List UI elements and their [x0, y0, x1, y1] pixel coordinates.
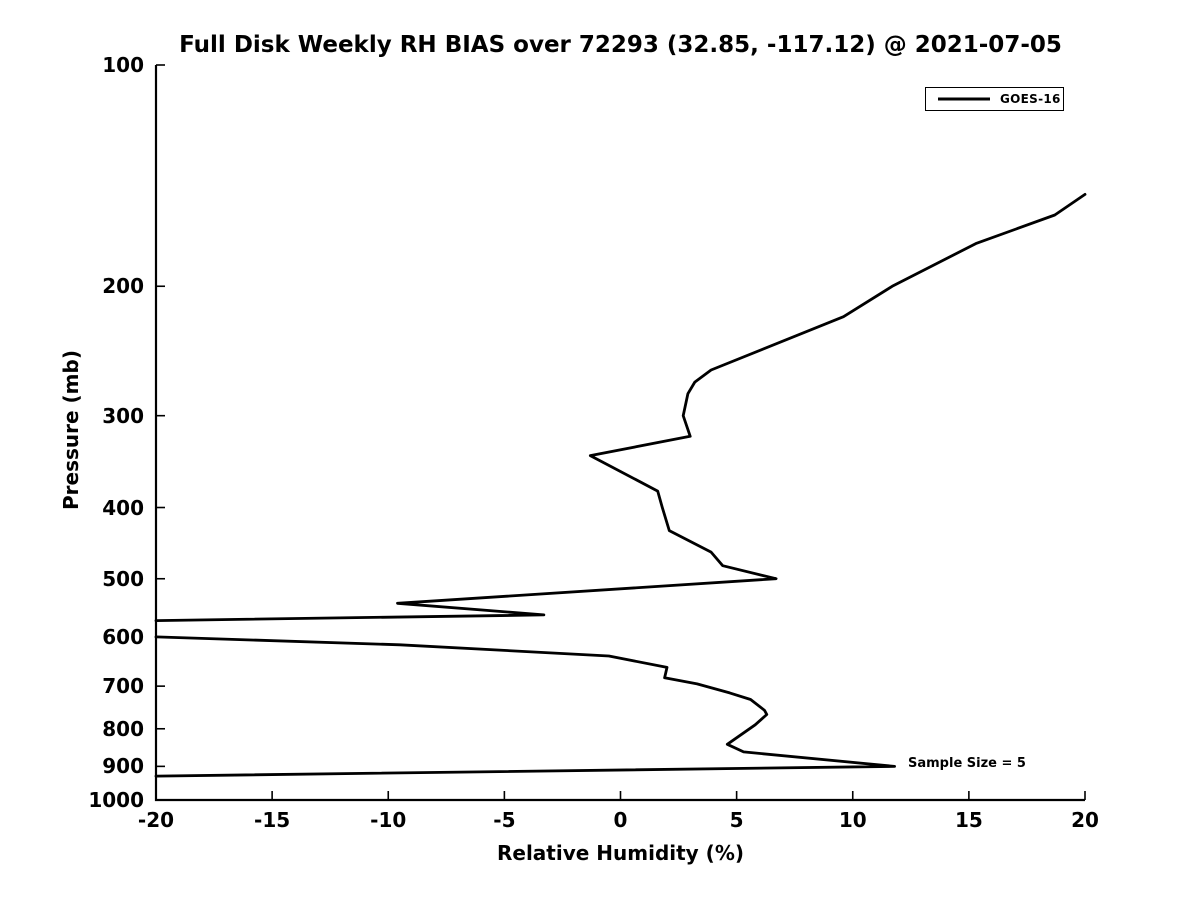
x-tick-label: 0 — [613, 808, 628, 832]
legend-box: GOES-16 — [925, 87, 1064, 111]
x-axis-label: Relative Humidity (%) — [496, 841, 745, 865]
y-tick-label: 600 — [102, 624, 144, 649]
x-tick-label: -20 — [137, 808, 175, 832]
y-tick-label: 900 — [102, 754, 144, 779]
x-tick-label: 5 — [729, 808, 744, 832]
y-tick-label: 500 — [102, 566, 144, 591]
y-tick-label: 1000 — [88, 788, 144, 812]
y-tick-label: 400 — [102, 495, 144, 520]
x-tick-label: -15 — [254, 808, 291, 832]
sample-size-annotation: Sample Size = 5 — [908, 756, 1026, 771]
legend-line-sample — [938, 97, 990, 101]
y-tick-label: 800 — [102, 716, 144, 741]
x-tick-label: 10 — [838, 808, 867, 832]
legend-entry-goes16: GOES-16 — [1000, 92, 1061, 106]
y-tick-label: 700 — [102, 674, 144, 699]
series-line-goes-16 — [154, 193, 1087, 778]
y-tick-label: 300 — [102, 403, 144, 428]
x-tick-label: 20 — [1071, 808, 1099, 832]
axis-spines — [154, 65, 1085, 802]
x-tick-label: -5 — [493, 808, 516, 832]
x-tick-label: -10 — [370, 808, 407, 832]
x-tick-label: 15 — [954, 808, 983, 832]
y-tick-label: 200 — [102, 274, 144, 299]
chart-title: Full Disk Weekly RH BIAS over 72293 (32.… — [179, 32, 1062, 58]
y-tick-label: 100 — [102, 53, 144, 77]
